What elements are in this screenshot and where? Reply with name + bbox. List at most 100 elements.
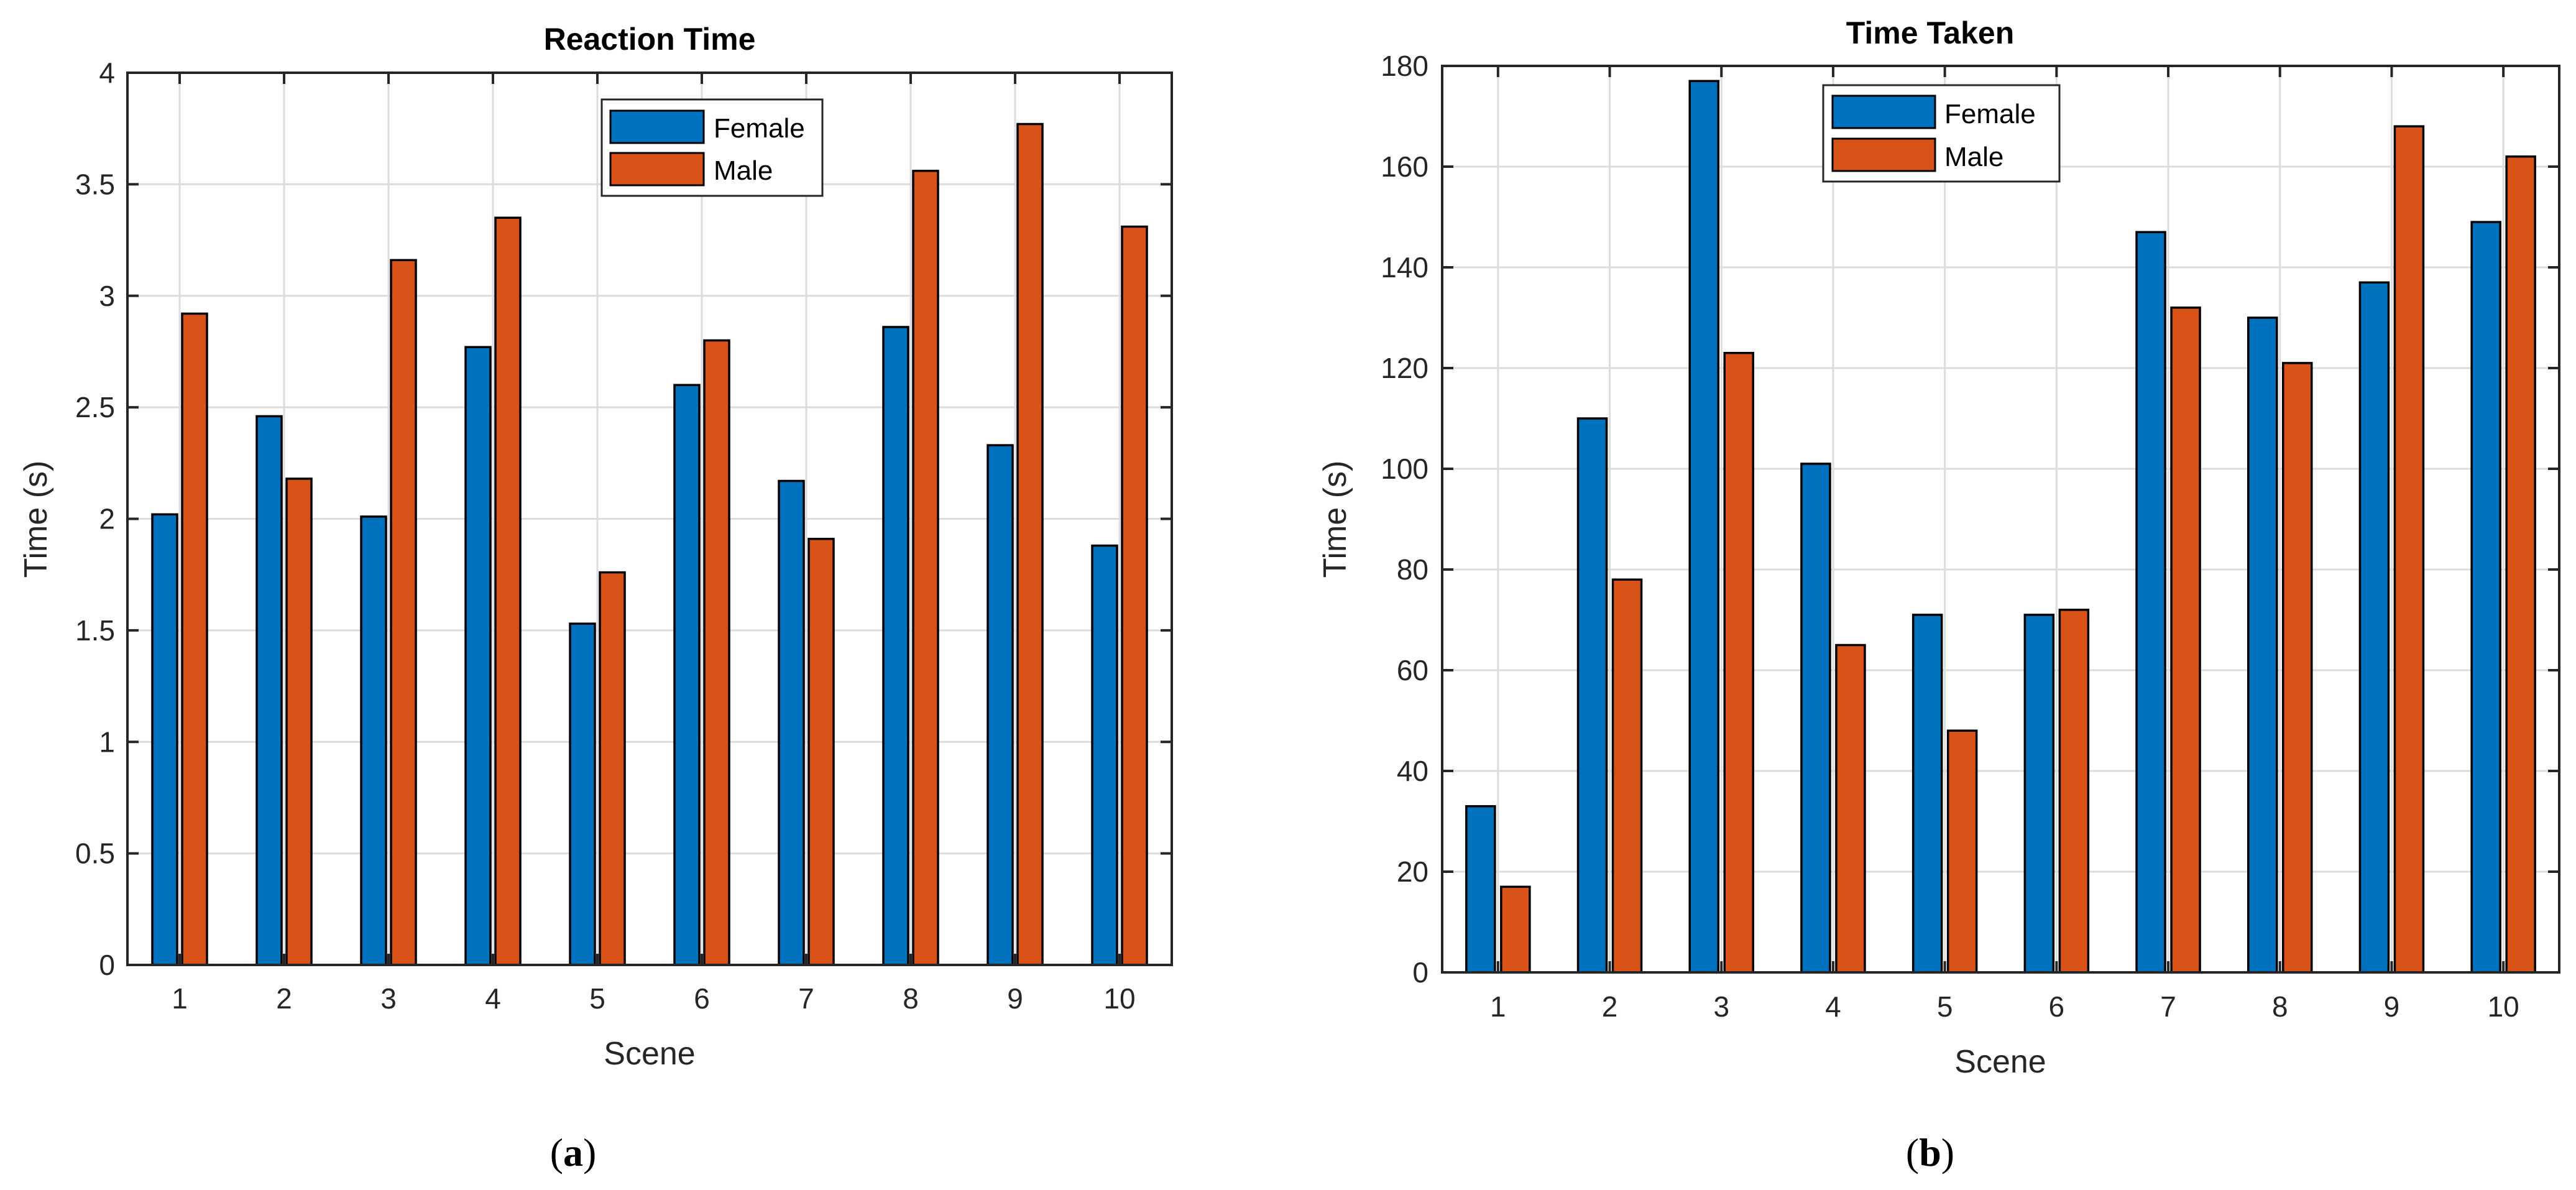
chart-a-ytick-label-6: 3 bbox=[99, 280, 115, 312]
chart-b-bar-male-scene-1 bbox=[1500, 885, 1531, 974]
chart-b-legend-swatch-female bbox=[1831, 95, 1936, 129]
chart-b-xtick-label-5: 6 bbox=[2049, 990, 2065, 1023]
chart-b-bar-female-scene-10 bbox=[2470, 221, 2501, 974]
chart-b-bar-female-scene-5 bbox=[1911, 614, 1943, 974]
chart-b-xtick-label-4: 5 bbox=[1937, 990, 1953, 1023]
chart-a-bar-female-scene-2 bbox=[255, 415, 283, 966]
chart-a-caption-close-paren: ) bbox=[583, 1130, 596, 1174]
chart-b-bar-male-scene-4 bbox=[1835, 643, 1866, 974]
chart-a-caption-letter: a bbox=[563, 1130, 583, 1174]
chart-b-ytick-label-4: 80 bbox=[1397, 553, 1428, 586]
chart-a-bar-female-scene-9 bbox=[987, 444, 1014, 966]
chart-a-caption-open-paren: ( bbox=[550, 1130, 563, 1174]
chart-b-axes-box bbox=[1441, 65, 2560, 974]
chart-a-bar-female-scene-5 bbox=[569, 622, 596, 966]
chart-b-ytick-label-1: 20 bbox=[1397, 856, 1428, 888]
chart-a-legend-label-male: Male bbox=[714, 155, 773, 186]
chart-a-xtick-label-3: 4 bbox=[485, 982, 501, 1015]
chart-a-y-tick-labels: 0 0.5 1 1.5 2 2.5 3 3.5 4 bbox=[75, 57, 115, 981]
chart-b-bar-female-scene-7 bbox=[2135, 231, 2166, 974]
chart-b-ytick-label-8: 160 bbox=[1381, 150, 1428, 183]
chart-a-bar-male-scene-9 bbox=[1016, 122, 1044, 966]
chart-a-xtick-label-5: 6 bbox=[694, 982, 710, 1015]
chart-a-xtick-label-2: 3 bbox=[380, 982, 397, 1015]
chart-a: Reaction Time 0 0.5 1 1.5 2 2.5 3 3.5 4 1 2 3 4 5 6 7 8… bbox=[18, 22, 1173, 1174]
chart-a-bar-male-scene-10 bbox=[1121, 225, 1148, 966]
chart-a-bar-female-scene-10 bbox=[1091, 544, 1118, 966]
chart-b-bar-male-scene-5 bbox=[1946, 729, 1978, 974]
chart-a-bar-male-scene-2 bbox=[285, 477, 313, 966]
chart-b-bar-female-scene-9 bbox=[2358, 281, 2390, 974]
chart-b-bar-male-scene-2 bbox=[1611, 578, 1643, 974]
chart-b: Time Taken 0 20 40 60 80 100 120 140 160 180 1 2 3 4… bbox=[1317, 16, 2560, 1174]
chart-b-xtick-label-9: 10 bbox=[2488, 990, 2519, 1023]
chart-a-caption: (a) bbox=[550, 1130, 597, 1174]
chart-b-bar-male-scene-9 bbox=[2393, 125, 2425, 974]
chart-a-ytick-label-2: 1 bbox=[99, 726, 115, 758]
chart-a-xtick-label-9: 10 bbox=[1103, 982, 1135, 1015]
chart-a-bar-female-scene-4 bbox=[464, 346, 492, 966]
chart-a-bar-male-scene-4 bbox=[494, 216, 522, 966]
chart-a-title: Reaction Time bbox=[544, 22, 756, 57]
chart-b-ytick-label-9: 180 bbox=[1381, 50, 1428, 82]
chart-a-bar-male-scene-7 bbox=[807, 538, 835, 966]
chart-b-bar-male-scene-6 bbox=[2058, 609, 2090, 974]
chart-a-ytick-label-7: 3.5 bbox=[75, 168, 115, 200]
chart-b-x-tick-labels: 1 2 3 4 5 6 7 8 9 10 bbox=[1490, 990, 2519, 1023]
chart-b-bar-female-scene-1 bbox=[1465, 805, 1496, 974]
chart-b-bar-male-scene-7 bbox=[2170, 307, 2201, 974]
chart-a-xtick-label-0: 1 bbox=[172, 982, 188, 1015]
chart-a-bar-male-scene-3 bbox=[390, 259, 417, 966]
chart-a-xtick-label-6: 7 bbox=[798, 982, 814, 1015]
chart-b-bar-male-scene-8 bbox=[2282, 362, 2313, 974]
chart-b-tick-marks bbox=[1442, 65, 2559, 974]
chart-a-legend-swatch-female bbox=[609, 109, 705, 144]
chart-b-x-axis-label: Scene bbox=[1954, 1044, 2046, 1080]
chart-b-bar-male-scene-3 bbox=[1723, 351, 1754, 974]
chart-a-xtick-label-8: 9 bbox=[1007, 982, 1023, 1015]
chart-a-bar-female-scene-7 bbox=[778, 479, 805, 966]
chart-a-bar-male-scene-6 bbox=[703, 339, 730, 966]
chart-b-y-axis-label: Time (s) bbox=[1317, 461, 1353, 578]
chart-a-gridlines bbox=[127, 73, 1172, 965]
chart-a-ytick-label-8: 4 bbox=[99, 57, 115, 89]
chart-b-bar-female-scene-6 bbox=[2023, 614, 2055, 974]
chart-b-y-tick-labels: 0 20 40 60 80 100 120 140 160 180 bbox=[1381, 50, 1428, 989]
chart-b-xtick-label-3: 4 bbox=[1825, 990, 1841, 1023]
chart-b-xtick-label-6: 7 bbox=[2160, 990, 2176, 1023]
chart-a-ytick-label-0: 0 bbox=[99, 949, 115, 981]
chart-a-legend: Female Male bbox=[600, 98, 824, 197]
chart-b-xtick-label-7: 8 bbox=[2272, 990, 2288, 1023]
chart-a-bar-female-scene-3 bbox=[360, 515, 387, 966]
chart-b-caption-letter: b bbox=[1919, 1130, 1941, 1174]
chart-b-ytick-label-3: 60 bbox=[1397, 654, 1428, 686]
chart-b-legend: Female Male bbox=[1822, 84, 2061, 183]
chart-b-xtick-label-2: 3 bbox=[1713, 990, 1729, 1023]
chart-b-bar-female-scene-4 bbox=[1800, 463, 1831, 974]
chart-a-y-axis-label: Time (s) bbox=[18, 461, 54, 578]
chart-b-legend-swatch-male bbox=[1831, 137, 1936, 172]
chart-b-bars bbox=[1465, 80, 2536, 974]
chart-a-legend-label-female: Female bbox=[714, 113, 805, 144]
chart-b-xtick-label-1: 2 bbox=[1602, 990, 1618, 1023]
chart-a-tick-marks bbox=[127, 71, 1172, 966]
chart-a-bars bbox=[151, 122, 1148, 966]
chart-a-ytick-label-5: 2.5 bbox=[75, 391, 115, 423]
chart-b-caption-close-paren: ) bbox=[1941, 1130, 1954, 1174]
chart-a-bar-male-scene-8 bbox=[912, 170, 939, 966]
chart-b-xtick-label-8: 9 bbox=[2384, 990, 2400, 1023]
chart-b-gridlines bbox=[1442, 66, 2559, 972]
chart-b-ytick-label-0: 0 bbox=[1412, 956, 1428, 989]
chart-a-bar-female-scene-8 bbox=[882, 326, 909, 966]
chart-b-ytick-label-2: 40 bbox=[1397, 755, 1428, 787]
chart-a-xtick-label-4: 5 bbox=[589, 982, 605, 1015]
chart-b-title: Time Taken bbox=[1846, 16, 2014, 50]
chart-a-ytick-label-3: 1.5 bbox=[75, 614, 115, 647]
chart-a-x-axis-label: Scene bbox=[604, 1036, 695, 1072]
chart-a-bar-female-scene-1 bbox=[151, 513, 178, 966]
chart-b-xtick-label-0: 1 bbox=[1490, 990, 1506, 1023]
chart-b-bar-female-scene-2 bbox=[1576, 417, 1608, 974]
chart-b-ytick-label-6: 120 bbox=[1381, 352, 1428, 384]
chart-a-x-tick-labels: 1 2 3 4 5 6 7 8 9 10 bbox=[172, 982, 1135, 1015]
